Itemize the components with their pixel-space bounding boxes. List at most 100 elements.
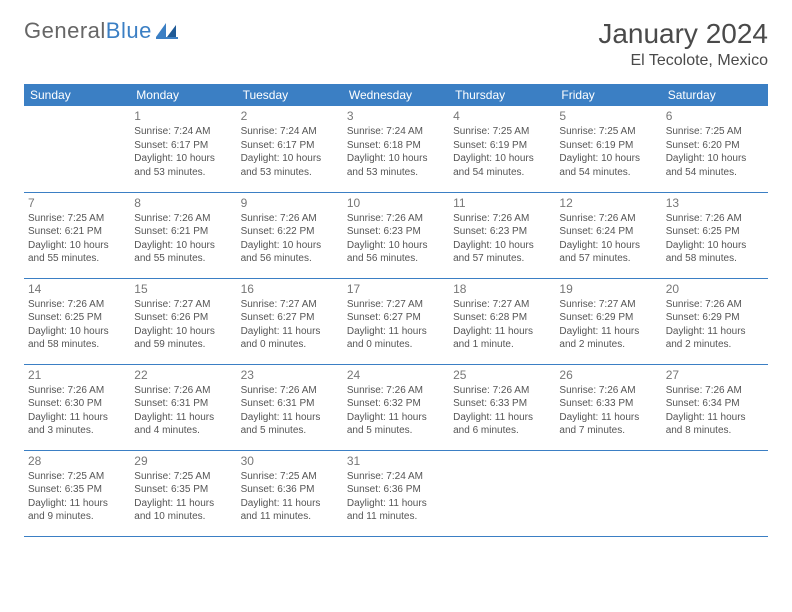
sunrise-line: Sunrise: 7:26 AM [559,212,657,226]
sunrise-line: Sunrise: 7:26 AM [347,212,445,226]
sunset-line: Sunset: 6:36 PM [347,483,445,497]
daylight-line: Daylight: 11 hours and 2 minutes. [666,325,764,352]
calendar-row: 7Sunrise: 7:25 AMSunset: 6:21 PMDaylight… [24,192,768,278]
sunset-line: Sunset: 6:19 PM [453,139,551,153]
calendar-row: 1Sunrise: 7:24 AMSunset: 6:17 PMDaylight… [24,106,768,192]
sunrise-line: Sunrise: 7:26 AM [28,384,126,398]
sunset-line: Sunset: 6:29 PM [666,311,764,325]
day-number: 9 [241,195,339,211]
daylight-line: Daylight: 10 hours and 56 minutes. [347,239,445,266]
location: El Tecolote, Mexico [598,52,768,70]
sunset-line: Sunset: 6:17 PM [134,139,232,153]
daylight-line: Daylight: 11 hours and 8 minutes. [666,411,764,438]
day-number: 23 [241,367,339,383]
sunset-line: Sunset: 6:35 PM [28,483,126,497]
calendar-cell-empty [449,450,555,536]
sunset-line: Sunset: 6:21 PM [28,225,126,239]
calendar-cell: 10Sunrise: 7:26 AMSunset: 6:23 PMDayligh… [343,192,449,278]
daylight-line: Daylight: 10 hours and 54 minutes. [559,152,657,179]
sunset-line: Sunset: 6:35 PM [134,483,232,497]
sunrise-line: Sunrise: 7:26 AM [666,384,764,398]
sunrise-line: Sunrise: 7:26 AM [241,384,339,398]
daylight-line: Daylight: 11 hours and 10 minutes. [134,497,232,524]
weekday-header: Friday [555,84,661,106]
calendar-cell: 17Sunrise: 7:27 AMSunset: 6:27 PMDayligh… [343,278,449,364]
sunrise-line: Sunrise: 7:24 AM [241,125,339,139]
sunset-line: Sunset: 6:34 PM [666,397,764,411]
day-number: 11 [453,195,551,211]
sunset-line: Sunset: 6:26 PM [134,311,232,325]
header: GeneralBlue January 2024 El Tecolote, Me… [24,18,768,70]
sunrise-line: Sunrise: 7:27 AM [559,298,657,312]
calendar-row: 28Sunrise: 7:25 AMSunset: 6:35 PMDayligh… [24,450,768,536]
daylight-line: Daylight: 11 hours and 4 minutes. [134,411,232,438]
daylight-line: Daylight: 11 hours and 5 minutes. [241,411,339,438]
calendar-cell: 27Sunrise: 7:26 AMSunset: 6:34 PMDayligh… [662,364,768,450]
day-number: 30 [241,453,339,469]
day-number: 10 [347,195,445,211]
sunrise-line: Sunrise: 7:24 AM [347,470,445,484]
calendar-cell: 9Sunrise: 7:26 AMSunset: 6:22 PMDaylight… [237,192,343,278]
calendar-cell: 15Sunrise: 7:27 AMSunset: 6:26 PMDayligh… [130,278,236,364]
daylight-line: Daylight: 10 hours and 58 minutes. [666,239,764,266]
daylight-line: Daylight: 11 hours and 2 minutes. [559,325,657,352]
calendar-cell-empty [662,450,768,536]
sunset-line: Sunset: 6:29 PM [559,311,657,325]
day-number: 24 [347,367,445,383]
day-number: 8 [134,195,232,211]
day-number: 19 [559,281,657,297]
sunset-line: Sunset: 6:28 PM [453,311,551,325]
sunset-line: Sunset: 6:20 PM [666,139,764,153]
day-number: 13 [666,195,764,211]
sunrise-line: Sunrise: 7:26 AM [241,212,339,226]
sunrise-line: Sunrise: 7:26 AM [666,212,764,226]
calendar-cell: 13Sunrise: 7:26 AMSunset: 6:25 PMDayligh… [662,192,768,278]
daylight-line: Daylight: 11 hours and 5 minutes. [347,411,445,438]
daylight-line: Daylight: 10 hours and 59 minutes. [134,325,232,352]
weekday-header: Thursday [449,84,555,106]
day-number: 2 [241,108,339,124]
day-number: 5 [559,108,657,124]
day-number: 18 [453,281,551,297]
logo-word1: General [24,18,106,43]
sunset-line: Sunset: 6:31 PM [134,397,232,411]
day-number: 12 [559,195,657,211]
calendar-cell-empty [24,106,130,192]
calendar-cell: 20Sunrise: 7:26 AMSunset: 6:29 PMDayligh… [662,278,768,364]
sunrise-line: Sunrise: 7:25 AM [453,125,551,139]
daylight-line: Daylight: 10 hours and 54 minutes. [453,152,551,179]
sunrise-line: Sunrise: 7:24 AM [134,125,232,139]
day-number: 6 [666,108,764,124]
day-number: 20 [666,281,764,297]
calendar-cell: 2Sunrise: 7:24 AMSunset: 6:17 PMDaylight… [237,106,343,192]
day-number: 3 [347,108,445,124]
calendar-cell: 14Sunrise: 7:26 AMSunset: 6:25 PMDayligh… [24,278,130,364]
sunrise-line: Sunrise: 7:26 AM [559,384,657,398]
sunrise-line: Sunrise: 7:26 AM [134,212,232,226]
calendar-cell: 18Sunrise: 7:27 AMSunset: 6:28 PMDayligh… [449,278,555,364]
sunrise-line: Sunrise: 7:27 AM [241,298,339,312]
calendar-table: SundayMondayTuesdayWednesdayThursdayFrid… [24,84,768,537]
calendar-cell: 26Sunrise: 7:26 AMSunset: 6:33 PMDayligh… [555,364,661,450]
sunset-line: Sunset: 6:30 PM [28,397,126,411]
sunset-line: Sunset: 6:25 PM [28,311,126,325]
calendar-cell: 4Sunrise: 7:25 AMSunset: 6:19 PMDaylight… [449,106,555,192]
daylight-line: Daylight: 11 hours and 1 minute. [453,325,551,352]
daylight-line: Daylight: 11 hours and 3 minutes. [28,411,126,438]
sunrise-line: Sunrise: 7:25 AM [28,470,126,484]
day-number: 28 [28,453,126,469]
weekday-header: Sunday [24,84,130,106]
calendar-cell: 28Sunrise: 7:25 AMSunset: 6:35 PMDayligh… [24,450,130,536]
calendar-cell: 16Sunrise: 7:27 AMSunset: 6:27 PMDayligh… [237,278,343,364]
calendar-cell: 3Sunrise: 7:24 AMSunset: 6:18 PMDaylight… [343,106,449,192]
sunset-line: Sunset: 6:18 PM [347,139,445,153]
daylight-line: Daylight: 10 hours and 57 minutes. [559,239,657,266]
calendar-cell: 12Sunrise: 7:26 AMSunset: 6:24 PMDayligh… [555,192,661,278]
day-number: 7 [28,195,126,211]
calendar-cell-empty [555,450,661,536]
day-number: 31 [347,453,445,469]
calendar-cell: 7Sunrise: 7:25 AMSunset: 6:21 PMDaylight… [24,192,130,278]
daylight-line: Daylight: 11 hours and 0 minutes. [241,325,339,352]
calendar-body: 1Sunrise: 7:24 AMSunset: 6:17 PMDaylight… [24,106,768,536]
calendar-cell: 8Sunrise: 7:26 AMSunset: 6:21 PMDaylight… [130,192,236,278]
